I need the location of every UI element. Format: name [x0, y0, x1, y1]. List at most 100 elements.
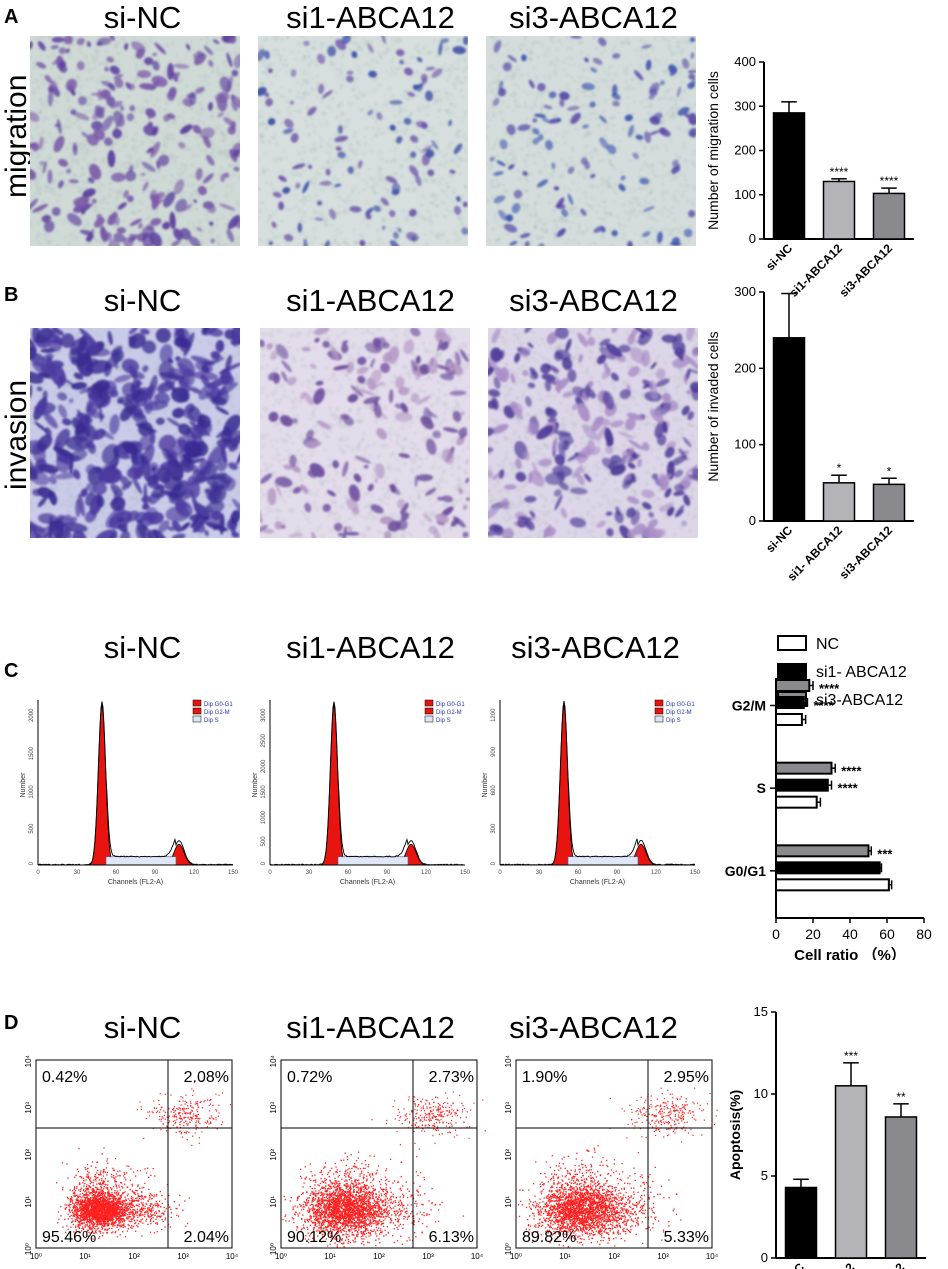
background-speck — [118, 149, 121, 152]
background-speck — [93, 525, 97, 530]
background-speck — [124, 166, 129, 170]
background-speck — [310, 117, 314, 120]
background-speck — [296, 413, 300, 417]
background-speck — [232, 173, 236, 177]
background-speck — [169, 153, 173, 157]
background-speck — [311, 413, 315, 417]
background-speck — [292, 392, 294, 395]
background-speck — [130, 523, 134, 527]
background-speck — [142, 109, 146, 113]
background-speck — [68, 105, 72, 110]
background-speck — [462, 69, 466, 73]
background-speck — [66, 370, 70, 373]
background-speck — [512, 91, 517, 95]
stained-cell — [561, 208, 569, 218]
stained-cell — [389, 240, 400, 246]
stained-cell — [77, 493, 85, 517]
stained-cell — [556, 197, 565, 209]
background-speck — [406, 149, 411, 153]
background-speck — [680, 225, 684, 230]
background-speck — [299, 435, 304, 440]
background-speck — [674, 99, 677, 102]
background-speck — [491, 195, 494, 199]
stained-cell — [346, 70, 354, 75]
background-speck — [452, 200, 455, 204]
stained-cell — [284, 118, 294, 129]
background-speck — [431, 201, 435, 206]
stained-cell — [373, 205, 382, 212]
background-speck — [315, 86, 318, 89]
stained-cell — [96, 495, 105, 508]
background-speck — [169, 180, 174, 185]
background-speck — [79, 51, 83, 54]
background-speck — [582, 190, 587, 195]
stained-cell — [91, 120, 103, 131]
background-speck — [378, 55, 383, 60]
background-speck — [461, 217, 464, 220]
background-speck — [210, 341, 213, 345]
background-speck — [41, 130, 46, 135]
background-speck — [358, 55, 361, 58]
background-speck — [31, 195, 35, 199]
background-speck — [202, 489, 205, 492]
background-speck — [405, 158, 408, 161]
background-speck — [337, 49, 341, 52]
stained-cell — [70, 337, 86, 356]
background-speck — [232, 355, 235, 358]
stained-cell — [211, 510, 223, 521]
background-speck — [414, 146, 418, 150]
background-speck — [417, 50, 419, 53]
background-speck — [51, 459, 56, 464]
background-speck — [294, 204, 297, 208]
background-speck — [296, 463, 299, 466]
background-speck — [584, 116, 588, 120]
background-speck — [456, 215, 461, 220]
stained-cell — [687, 70, 696, 74]
background-speck — [567, 165, 571, 168]
background-speck — [223, 470, 226, 473]
background-speck — [172, 121, 176, 126]
background-speck — [422, 171, 427, 176]
background-speck — [518, 177, 522, 182]
background-speck — [434, 140, 437, 143]
background-speck — [184, 164, 187, 168]
stained-cell — [117, 202, 127, 210]
stained-cell — [165, 506, 190, 522]
background-speck — [550, 172, 554, 176]
background-speck — [376, 37, 379, 40]
background-speck — [314, 507, 320, 512]
background-speck — [67, 241, 71, 245]
background-speck — [531, 43, 535, 46]
background-speck — [488, 36, 490, 38]
background-speck — [609, 65, 612, 68]
background-speck — [494, 177, 498, 181]
background-speck — [70, 42, 75, 47]
background-speck — [498, 73, 500, 76]
background-speck — [648, 166, 651, 169]
background-speck — [610, 244, 614, 246]
stained-cell — [84, 510, 97, 523]
background-speck — [662, 163, 666, 167]
background-speck — [67, 486, 71, 490]
stained-cell — [567, 193, 574, 206]
background-speck — [127, 348, 132, 353]
stained-cell — [178, 142, 186, 149]
stained-cell — [683, 228, 693, 238]
background-speck — [59, 489, 62, 492]
background-speck — [297, 51, 300, 54]
background-speck — [140, 110, 144, 114]
background-speck — [30, 73, 32, 77]
background-speck — [90, 102, 93, 106]
stained-cell — [141, 495, 152, 504]
stained-cell — [57, 158, 69, 167]
background-speck — [635, 48, 638, 51]
background-speck — [447, 74, 452, 78]
background-speck — [348, 408, 352, 412]
stained-cell — [645, 59, 652, 71]
background-speck — [432, 462, 437, 466]
background-speck — [330, 423, 334, 427]
background-speck — [436, 396, 439, 399]
background-speck — [615, 215, 620, 220]
background-speck — [661, 139, 664, 142]
background-speck — [386, 188, 390, 192]
